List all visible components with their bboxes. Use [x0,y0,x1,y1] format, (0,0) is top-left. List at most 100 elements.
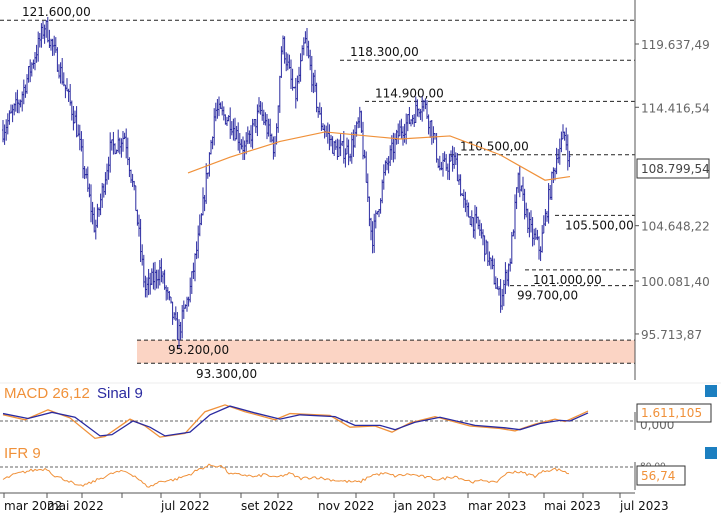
ohlc-bar [333,140,336,156]
level-label: 121.600,00 [22,5,91,19]
ohlc-bar [269,118,272,143]
x-tick-label: mar 2023 [468,499,526,513]
ohlc-bar [5,119,8,141]
ohlc-bar [318,102,321,115]
ohlc-bar [514,194,516,240]
macd-title: MACD 26,12 [4,385,90,402]
ohlc-bar [130,169,132,183]
ohlc-bar [304,31,307,44]
ohlc-bar [563,131,566,141]
ohlc-bar [34,51,36,71]
ohlc-bar [118,137,121,155]
y-tick-label: 100.081,40 [641,275,710,289]
level-label: 99.700,00 [517,289,578,303]
ohlc-bar [266,114,268,140]
ohlc-bar [381,179,384,204]
ohlc-bar [147,268,150,296]
level-label: 105.500,00 [565,218,634,232]
signal-line [2,405,589,437]
ohlc-bar [234,117,236,142]
ohlc-bar [211,136,214,150]
ohlc-bar [91,201,94,225]
ohlc-bar [456,153,459,182]
ohlc-bar [35,44,38,63]
ohlc-bar [70,100,73,121]
ohlc-bar [565,127,568,151]
ohlc-bar [278,75,281,113]
ohlc-bar [411,114,414,125]
ohlc-bar [141,244,144,266]
ohlc-bar [154,261,156,291]
ohlc-bar [168,291,171,301]
ohlc-bar [258,97,260,114]
ohlc-bar [288,54,291,69]
ohlc-bar [526,208,529,234]
ohlc-bar [216,99,219,119]
ohlc-bar [557,148,560,164]
ohlc-bar [206,172,209,179]
x-tick-label: mar 2022 [4,499,62,513]
ohlc-bar [544,208,547,227]
ohlc-bar [472,217,475,238]
ohlc-bar [224,114,227,125]
ohlc-bar [453,147,456,169]
ohlc-bar [414,96,417,123]
ohlc-bar [464,191,467,213]
ohlc-bar [22,79,25,105]
ohlc-bar [110,139,113,151]
ohlc-bar [510,231,513,264]
ohlc-bar [302,37,305,56]
ohlc-bar [499,279,502,313]
ohlc-bar [259,101,262,115]
ohlc-bar [264,112,267,126]
ohlc-bar [490,257,492,270]
ohlc-bar [562,124,564,140]
ohlc-bar [358,106,361,128]
expand-ifr-icon[interactable] [705,447,717,459]
ohlc-bar [131,173,134,187]
ohlc-bar [102,183,105,198]
ohlc-bar [555,147,558,175]
ohlc-bar [163,269,166,290]
ohlc-bar [536,229,539,241]
ohlc-bar [254,118,257,134]
ohlc-bar [242,136,244,160]
ohlc-bar [222,106,225,121]
ohlc-bar [134,185,137,212]
ohlc-bar [267,118,270,137]
ohlc-bar [138,214,140,237]
ohlc-bar [451,145,454,172]
ohlc-bar [85,168,88,179]
ohlc-bar [349,153,352,162]
ohlc-bar [46,16,49,43]
ohlc-bar [40,23,43,48]
ohlc-bar [515,187,518,210]
ohlc-bar [144,275,147,298]
ohlc-bar [550,171,553,201]
ohlc-bar [173,312,176,320]
ohlc-bar [373,213,376,253]
y-tick-label: 104.648,22 [641,220,710,234]
level-label: 118.300,00 [350,45,419,59]
ohlc-bar [205,163,208,204]
ohlc-bar [235,125,238,140]
ohlc-bar [56,47,59,72]
ohlc-bar [394,133,396,160]
ohlc-bar [3,124,6,145]
ohlc-bar [277,105,280,133]
ohlc-bar [419,108,422,121]
ohlc-bar [466,199,468,217]
zone-low-label: 93.300,00 [196,367,257,381]
ohlc-bar [256,104,259,137]
expand-macd-icon[interactable] [705,385,717,397]
ohlc-bar [45,20,48,38]
ohlc-bar [486,241,489,267]
ohlc-bar [518,165,521,198]
ohlc-bar [98,207,100,217]
ohlc-bar [123,132,126,140]
ohlc-bar [427,114,430,135]
ohlc-bar [477,216,480,230]
ohlc-bar [213,108,216,146]
ohlc-bar [37,31,40,62]
ohlc-bar [232,118,235,141]
